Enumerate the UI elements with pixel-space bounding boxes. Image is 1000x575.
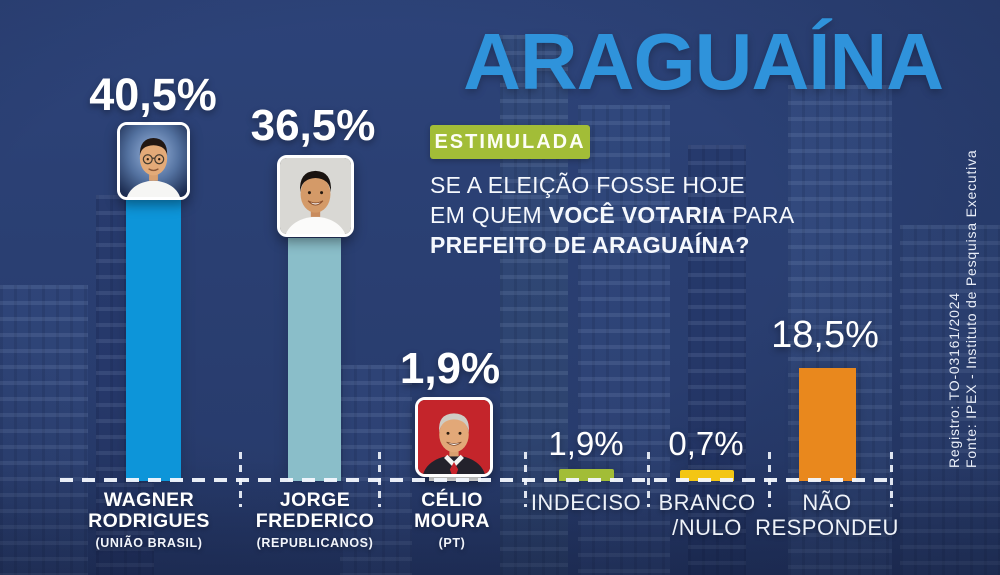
label-wagner-rodrigues: WAGNER RODRIGUES (UNIÃO BRASIL) [49,490,249,551]
bar-jorge-frederico [288,238,341,481]
registry-note: Registro: TO-03161/2024 [946,292,962,468]
source-note: Fonte: IPEX - Instituto de Pesquisa Exec… [963,149,979,468]
question-line-1: SE A ELEIÇÃO FOSSE HOJE [430,172,745,198]
column-separator [524,452,527,507]
label-nao-respondeu: NÃO RESPONDEU [755,490,899,540]
value-label-nao-respondeu: 18,5% [771,314,879,356]
label-indeciso: INDECISO [530,490,642,515]
value-label-wagner: 40,5% [89,69,217,120]
background-building [900,225,1000,575]
column-separator [378,452,381,507]
bar-nao-respondeu [799,368,856,481]
axis-baseline [60,478,893,482]
question-line-2: EM QUEM VOCÊ VOTARIA PARA [430,202,795,228]
background-building [788,85,892,575]
label-branco-nulo: BRANCO /NULO [658,490,756,540]
page-title: ARAGUAÍNA [463,17,944,106]
registry-source-notes: Registro: TO-03161/2024 Fonte: IPEX - In… [946,150,980,468]
value-label-indeciso: 1,9% [548,425,624,462]
party-label: (PT) [438,536,466,550]
party-label: (REPUBLICANOS) [256,536,374,550]
bar-branco-nulo [680,470,734,481]
bar-wagner-rodrigues [126,200,181,481]
column-separator [239,452,242,507]
value-label-jorge: 36,5% [250,101,376,150]
celio-avatar-illustration [418,400,490,474]
label-celio-moura: CÉLIO MOURA (PT) [352,490,552,551]
party-label: (UNIÃO BRASIL) [95,536,203,550]
photo-wagner-rodrigues [117,122,190,200]
column-separator [890,452,893,507]
background-building [688,145,746,575]
column-separator [647,452,650,507]
question-line-3: PREFEITO DE ARAGUAÍNA? [430,232,750,258]
background-building [340,365,412,575]
wagner-avatar-illustration [120,125,187,197]
stimulated-tag: ESTIMULADA [430,125,590,159]
value-label-branco-nulo: 0,7% [668,425,744,462]
column-separator [768,452,771,507]
value-label-celio: 1,9% [399,344,501,393]
jorge-avatar-illustration [280,158,351,234]
background-building [578,105,670,575]
photo-jorge-frederico [277,155,354,237]
photo-celio-moura [415,397,493,477]
survey-question: SE A ELEIÇÃO FOSSE HOJE EM QUEM VOCÊ VOT… [430,170,850,260]
background-building [0,285,88,575]
label-jorge-frederico: JORGE FREDERICO (REPUBLICANOS) [215,490,415,551]
